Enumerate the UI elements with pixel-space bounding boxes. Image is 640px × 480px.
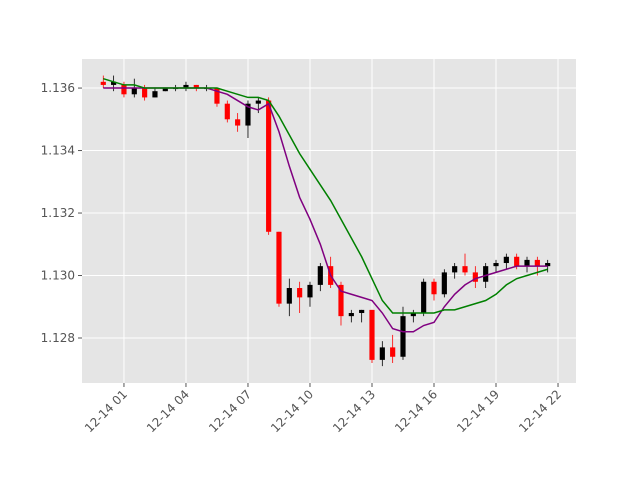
candle-body: [307, 284, 313, 298]
candle-body: [100, 81, 106, 85]
candle-body: [142, 88, 148, 98]
x-tick-label: 12-14 10: [268, 387, 316, 435]
candle-body: [276, 231, 282, 304]
y-tick-label: 1.136: [41, 81, 75, 95]
candle-body: [379, 347, 385, 360]
x-tick-label: 12-14 19: [454, 387, 502, 435]
x-tick-label: 12-14 01: [82, 387, 130, 435]
candle-body: [245, 103, 251, 126]
candle-body: [441, 272, 447, 295]
candle-body: [410, 313, 416, 317]
candle-body: [472, 272, 478, 282]
x-tick-label: 12-14 04: [144, 387, 192, 435]
candle-body: [503, 256, 509, 264]
candle-body: [317, 266, 323, 285]
x-tick-label: 12-14 07: [206, 387, 254, 435]
x-tick-label: 12-14 13: [330, 387, 378, 435]
candle-body: [431, 281, 437, 295]
y-tick-label: 1.134: [41, 144, 75, 158]
candle-body: [359, 309, 365, 314]
candle-body: [524, 259, 530, 267]
y-tick-label: 1.132: [41, 206, 75, 220]
candle-body: [224, 103, 230, 120]
candle-body: [297, 288, 303, 298]
candle-body: [348, 313, 354, 317]
candle-body: [193, 84, 199, 89]
candle-body: [235, 119, 241, 126]
candle-body: [286, 288, 292, 304]
candle-body: [545, 263, 551, 267]
x-tick-label: 12-14 16: [392, 387, 440, 435]
candle-body: [214, 88, 220, 104]
candle-body: [266, 100, 272, 232]
candle-body: [121, 84, 127, 95]
candle-body: [369, 309, 375, 360]
candle-body: [162, 88, 168, 92]
candle-body: [452, 266, 458, 273]
candle-body: [338, 284, 344, 317]
candle-body: [534, 259, 540, 267]
y-tick-label: 1.130: [41, 269, 75, 283]
x-tick-label: 12-14 22: [516, 387, 564, 435]
candle-body: [483, 266, 489, 282]
plot-area: [82, 59, 576, 383]
candle-body: [131, 88, 137, 95]
candle-body: [400, 316, 406, 357]
candle-body: [183, 84, 189, 89]
moving-average-line: [103, 77, 548, 314]
candle-body: [421, 281, 427, 314]
candle-body: [514, 256, 520, 267]
candle-body: [152, 91, 158, 98]
candle-body: [255, 100, 261, 104]
candle-body: [390, 347, 396, 357]
candle-body: [493, 263, 499, 267]
candle-body: [462, 266, 468, 273]
candle-body: [111, 81, 117, 85]
y-tick-label: 1.128: [41, 331, 75, 345]
